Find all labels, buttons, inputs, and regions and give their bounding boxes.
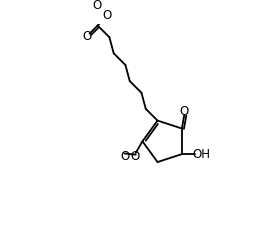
Text: OH: OH	[192, 148, 210, 161]
Text: O: O	[120, 150, 129, 163]
Text: O: O	[102, 9, 112, 22]
Text: O: O	[92, 0, 101, 12]
Text: O: O	[82, 30, 92, 43]
Text: O: O	[131, 150, 140, 163]
Text: O: O	[180, 105, 189, 118]
